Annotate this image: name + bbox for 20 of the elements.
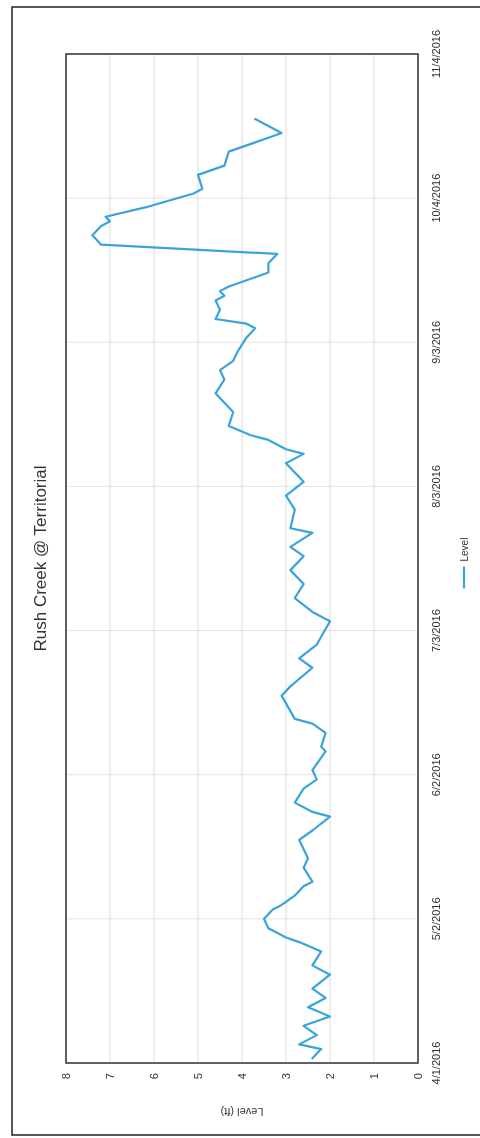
y-tick-label: 10/4/2016	[430, 173, 442, 223]
text: Rush Creek @ Territorial	[31, 465, 50, 652]
x-tick-label: 6	[147, 1073, 160, 1080]
x-tick-label: 8	[59, 1073, 72, 1080]
y-tick-label: 7/3/2016	[430, 609, 442, 652]
y-tick-label: 8/3/2016	[430, 465, 442, 508]
x-tick-label: 5	[191, 1073, 204, 1080]
x-tick-label: 1	[367, 1073, 380, 1080]
y-tick-label: 9/3/2016	[430, 320, 442, 364]
x-tick-label: 2	[323, 1073, 336, 1080]
x-tick-label: 0	[411, 1073, 424, 1080]
y-tick-label: 4/1/2016	[430, 1041, 442, 1085]
x-tick-label: 7	[103, 1073, 116, 1080]
text: Level	[459, 537, 470, 562]
y-tick-label: 11/4/2016	[430, 29, 442, 79]
y-tick-label: 6/2/2016	[430, 753, 442, 797]
x-tick-label: 3	[279, 1073, 292, 1080]
x-tick-label: 4	[235, 1073, 248, 1080]
y-tick-label: 5/2/2016	[430, 897, 442, 941]
x-axis-title: Level (ft)	[220, 1106, 264, 1118]
